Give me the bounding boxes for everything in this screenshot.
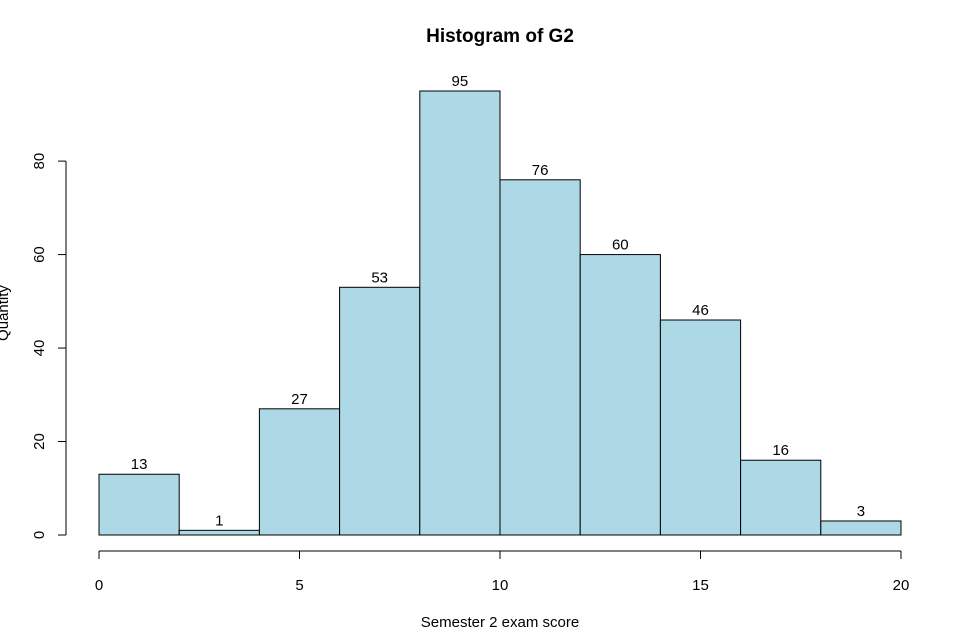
- bar-value-label-7: 46: [692, 302, 709, 319]
- y-tick-label-0: 0: [31, 531, 48, 539]
- bar-labels-group: 13 1 27 53 95 76 60 46 16 3: [131, 73, 865, 529]
- x-tick-label-3: 15: [692, 577, 709, 594]
- x-tick-label-0: 0: [95, 577, 103, 594]
- x-tick-label-1: 5: [295, 577, 303, 594]
- bar-value-label-9: 3: [857, 503, 865, 520]
- histogram-bar-0: [98, 473, 180, 536]
- y-tick-label-4: 80: [31, 153, 48, 170]
- y-axis: 0 20 40 60 80: [31, 153, 67, 539]
- x-tick-label-4: 20: [893, 577, 910, 594]
- histogram-bar-4: [419, 90, 501, 536]
- y-tick-label-1: 20: [31, 433, 48, 450]
- histogram-bar-9: [820, 520, 902, 536]
- bar-value-label-4: 95: [452, 73, 469, 90]
- histogram-bar-2: [258, 408, 341, 536]
- bar-value-label-2: 27: [291, 391, 308, 408]
- x-axis: 0 5 10 15 20: [95, 550, 910, 594]
- y-axis-label: Quantity: [0, 285, 12, 341]
- bar-value-label-5: 76: [532, 162, 549, 179]
- histogram-bar-5: [499, 179, 581, 536]
- bar-value-label-0: 13: [131, 456, 148, 473]
- bar-value-label-1: 1: [215, 512, 223, 529]
- histogram-bar-7: [659, 319, 742, 536]
- bar-value-label-6: 60: [612, 237, 629, 254]
- histogram-bar-1: [178, 529, 260, 536]
- y-tick-label-2: 40: [31, 340, 48, 357]
- chart-title: Histogram of G2: [426, 26, 574, 47]
- bar-value-label-8: 16: [772, 442, 789, 459]
- x-tick-label-2: 10: [492, 577, 509, 594]
- bar-value-label-3: 53: [371, 269, 388, 286]
- histogram-bar-8: [740, 459, 822, 536]
- x-axis-label: Semester 2 exam score: [421, 614, 579, 631]
- histogram-bar-6: [579, 254, 661, 536]
- histogram-bar-3: [339, 286, 421, 536]
- y-tick-label-3: 60: [31, 246, 48, 263]
- bars-group: [98, 90, 902, 536]
